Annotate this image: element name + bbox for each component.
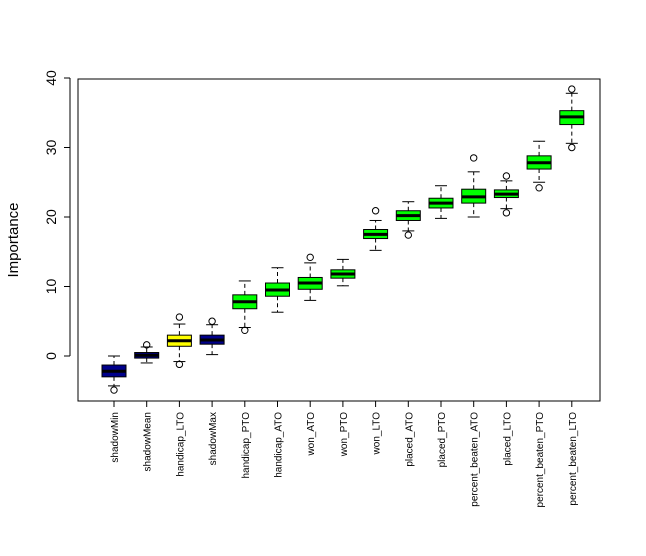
box-won_LTO: [363, 207, 389, 251]
outlier-point: [502, 172, 511, 180]
outlier-point: [143, 341, 151, 349]
outlier-point: [306, 253, 314, 262]
box-percent_beaten_PTO: [526, 140, 552, 192]
x-tick-label: handicap_LTO: [175, 412, 186, 477]
x-tick-label: placed_ATO: [404, 412, 415, 467]
x-tick-label: shadowMin: [110, 412, 121, 463]
outlier-point: [535, 184, 543, 192]
box-won_PTO: [330, 258, 356, 287]
y-axis-title: Importance: [5, 202, 22, 277]
box-placed_PTO: [428, 185, 454, 219]
x-tick-label: placed_PTO: [437, 412, 448, 468]
x-tick-label: percent_beaten_LTO: [568, 412, 579, 506]
box-handicap_ATO: [265, 267, 290, 313]
x-tick-label: percent_beaten_PTO: [535, 412, 546, 508]
y-tick-label: 40: [43, 70, 59, 86]
x-tick-label: won_ATO: [306, 412, 317, 457]
y-tick-label: 10: [43, 279, 59, 295]
outlier-point: [241, 326, 249, 334]
x-tick-label: shadowMean: [143, 412, 154, 471]
x-tick-label: shadowMax: [208, 412, 219, 465]
outlier-point: [568, 85, 576, 93]
outlier-point: [568, 143, 576, 152]
box-shadowMean: [134, 341, 160, 364]
outlier-point: [110, 386, 118, 394]
outlier-point: [470, 154, 478, 162]
x-tick-label: handicap_ATO: [274, 412, 285, 478]
outlier-point: [404, 231, 412, 239]
box-placed_ATO: [395, 201, 421, 239]
box-placed_LTO: [493, 172, 519, 217]
outlier-point: [502, 209, 511, 217]
box-handicap_PTO: [232, 280, 258, 334]
x-tick-label: won_PTO: [339, 412, 350, 458]
y-axis: 0 10 20 30 40: [43, 70, 71, 360]
outlier-point: [175, 313, 184, 321]
box-percent_beaten_LTO: [559, 85, 585, 152]
box-shadowMax: [199, 317, 225, 356]
y-tick-label: 30: [43, 140, 59, 156]
box-percent_beaten_ATO: [461, 154, 487, 218]
box-shadowMin: [101, 355, 127, 394]
x-axis: shadowMin shadowMean handicap_LTO shadowMax…: [110, 400, 579, 508]
x-tick-label: placed_LTO: [502, 412, 513, 466]
x-tick-label: won_LTO: [372, 412, 383, 456]
y-tick-label: 20: [43, 209, 59, 225]
x-tick-label: percent_beaten_ATO: [470, 412, 481, 507]
box-won_ATO: [297, 253, 323, 301]
outlier-point: [371, 207, 380, 215]
boxes-layer: [101, 85, 585, 394]
y-tick-label: 0: [43, 352, 59, 360]
outlier-point: [175, 360, 184, 369]
box-handicap_LTO: [166, 313, 192, 369]
outlier-point: [208, 317, 216, 325]
x-tick-label: handicap_PTO: [241, 412, 252, 479]
